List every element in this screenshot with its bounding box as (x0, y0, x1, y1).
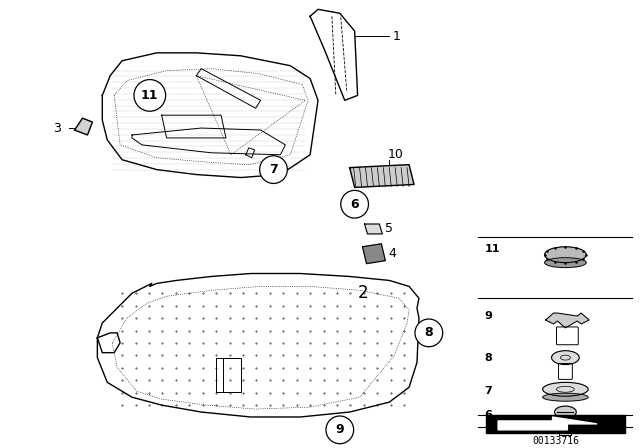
Text: 6: 6 (350, 198, 359, 211)
Polygon shape (559, 418, 572, 435)
FancyBboxPatch shape (559, 363, 572, 379)
Text: 7: 7 (484, 386, 492, 396)
Text: 8: 8 (424, 327, 433, 340)
Text: 1: 1 (392, 30, 400, 43)
Circle shape (260, 156, 287, 184)
Text: 7: 7 (269, 163, 278, 176)
FancyBboxPatch shape (557, 327, 579, 345)
Circle shape (415, 319, 443, 347)
Text: 00133716: 00133716 (532, 436, 579, 446)
Bar (486, 415, 625, 433)
Ellipse shape (545, 258, 586, 267)
Text: 6: 6 (484, 410, 492, 420)
Text: 2: 2 (358, 284, 368, 302)
Text: 4: 4 (388, 247, 396, 260)
Text: 10: 10 (387, 148, 403, 161)
Text: 3: 3 (53, 121, 61, 134)
Polygon shape (362, 244, 385, 263)
Polygon shape (365, 224, 382, 234)
Text: 11: 11 (484, 244, 500, 254)
Polygon shape (546, 313, 589, 328)
Ellipse shape (554, 406, 576, 418)
Ellipse shape (545, 247, 586, 263)
Text: 9: 9 (484, 311, 492, 321)
Ellipse shape (552, 351, 579, 365)
Text: 9: 9 (335, 423, 344, 436)
Polygon shape (498, 417, 597, 430)
Polygon shape (349, 165, 414, 187)
Text: 8: 8 (484, 353, 492, 362)
Ellipse shape (543, 393, 588, 401)
Text: 5: 5 (385, 223, 394, 236)
Circle shape (340, 190, 369, 218)
Ellipse shape (543, 382, 588, 396)
Polygon shape (75, 118, 92, 135)
Circle shape (326, 416, 354, 444)
Circle shape (134, 80, 166, 111)
Text: 11: 11 (141, 89, 159, 102)
